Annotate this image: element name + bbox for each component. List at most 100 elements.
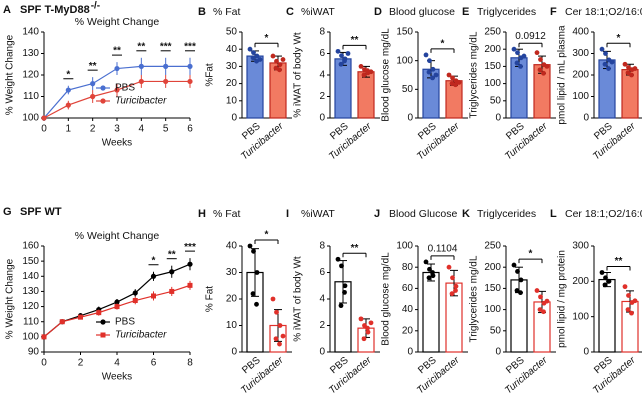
data-point xyxy=(453,82,458,88)
significance: ** xyxy=(168,249,176,260)
marker xyxy=(187,282,193,288)
significance: ** xyxy=(351,243,359,254)
data-point xyxy=(433,72,439,78)
data-point xyxy=(247,243,253,249)
y-tick-label: 250 xyxy=(484,27,501,38)
panel-heading: SPF WT xyxy=(20,206,62,218)
data-point xyxy=(625,70,631,76)
legend-marker xyxy=(100,332,106,338)
data-point xyxy=(521,53,527,59)
chart-title: Blood glucose xyxy=(389,6,455,18)
data-point xyxy=(358,316,364,322)
data-point xyxy=(277,62,283,68)
panel-letter: C xyxy=(286,6,294,18)
legend-label: Turicibacter xyxy=(115,330,167,341)
data-point xyxy=(629,310,634,316)
x-tick-label: 1 xyxy=(66,124,72,135)
marker xyxy=(41,115,47,121)
data-point xyxy=(427,58,432,64)
data-point xyxy=(511,262,517,268)
data-point xyxy=(250,55,256,61)
y-tick-label: 0 xyxy=(319,113,325,124)
data-point xyxy=(423,52,429,58)
y-tick-label: 110 xyxy=(23,316,39,327)
marker xyxy=(114,304,120,310)
bar xyxy=(621,69,639,119)
y-axis-label: %Fat xyxy=(205,63,216,87)
marker xyxy=(187,78,193,85)
legend-label: Turicibacter xyxy=(115,96,167,107)
data-point xyxy=(515,269,520,274)
data-point xyxy=(537,67,543,73)
y-tick-label: 8 xyxy=(319,241,325,252)
data-point xyxy=(515,50,520,56)
panel-letter: G xyxy=(3,206,12,218)
data-point xyxy=(430,270,435,275)
y-tick-label: 40 xyxy=(226,241,238,252)
data-point xyxy=(602,61,608,67)
data-point xyxy=(251,248,256,254)
x-tick-label: 2 xyxy=(78,358,84,369)
y-tick-label: 100 xyxy=(572,311,589,322)
data-point xyxy=(338,303,344,309)
legend-label: PBS xyxy=(115,317,135,328)
panel-letter: A xyxy=(3,4,11,16)
significance: *** xyxy=(160,41,172,52)
y-tick-label: 150 xyxy=(22,256,39,267)
significance: *** xyxy=(184,41,196,52)
y-tick-label: 40 xyxy=(226,44,238,55)
marker xyxy=(78,314,83,320)
y-tick-label: 40 xyxy=(402,304,414,315)
data-point xyxy=(606,66,611,71)
chart-title: % Fat xyxy=(213,6,241,18)
y-tick-label: 100 xyxy=(484,304,501,315)
data-point xyxy=(342,289,347,295)
y-tick-label: 140 xyxy=(22,27,39,38)
x-tick-label: 6 xyxy=(187,124,193,135)
significance: ** xyxy=(89,61,97,72)
data-point xyxy=(446,72,452,78)
data-point xyxy=(368,320,374,326)
y-tick-label: 20 xyxy=(226,294,238,305)
y-axis-label: % iWAT of body Wt xyxy=(293,32,304,118)
y-axis-label: Blood glucose mg/dL xyxy=(381,252,392,346)
y-tick-label: 120 xyxy=(22,301,39,312)
data-point xyxy=(541,70,546,76)
significance: 0.0912 xyxy=(515,31,546,42)
data-point xyxy=(254,270,260,275)
chart-title: % Weight Change xyxy=(75,16,160,28)
y-tick-label: 130 xyxy=(22,48,39,59)
x-tick-label: 4 xyxy=(114,358,120,369)
x-tick-label: 8 xyxy=(187,358,193,369)
x-tick-label: 2 xyxy=(90,124,96,135)
significance: 0.1104 xyxy=(428,244,458,255)
y-tick-label: 120 xyxy=(22,70,39,81)
marker xyxy=(132,290,138,296)
y-axis-label: pmol lipid / mg protein xyxy=(557,250,568,348)
y-tick-label: 100 xyxy=(396,55,413,66)
marker xyxy=(150,273,157,279)
bar xyxy=(598,278,616,353)
significance: ** xyxy=(113,46,121,57)
data-point xyxy=(534,50,540,56)
data-point xyxy=(426,69,432,75)
significance: ** xyxy=(351,35,359,46)
x-axis-label: Weeks xyxy=(102,138,132,149)
y-axis-label: pmol lipid / mL plasma xyxy=(557,25,568,125)
marker xyxy=(187,63,193,69)
marker xyxy=(90,93,96,100)
data-point xyxy=(622,61,628,67)
panel-heading-sup: -/- xyxy=(91,1,100,12)
data-point xyxy=(511,46,517,52)
y-axis-label: % Weight Change xyxy=(5,34,16,115)
panel-letter: I xyxy=(286,208,289,220)
y-tick-label: 0 xyxy=(319,347,325,358)
x-tick-label: 0 xyxy=(41,124,47,135)
y-tick-label: 2 xyxy=(319,320,325,331)
data-point xyxy=(430,66,436,72)
chart-title: Cer 18:1;O2/16:0 xyxy=(565,208,642,220)
x-tick-label: 3 xyxy=(114,124,120,135)
y-tick-label: 6 xyxy=(319,48,325,59)
chart-title: Triglycerides xyxy=(477,6,536,18)
